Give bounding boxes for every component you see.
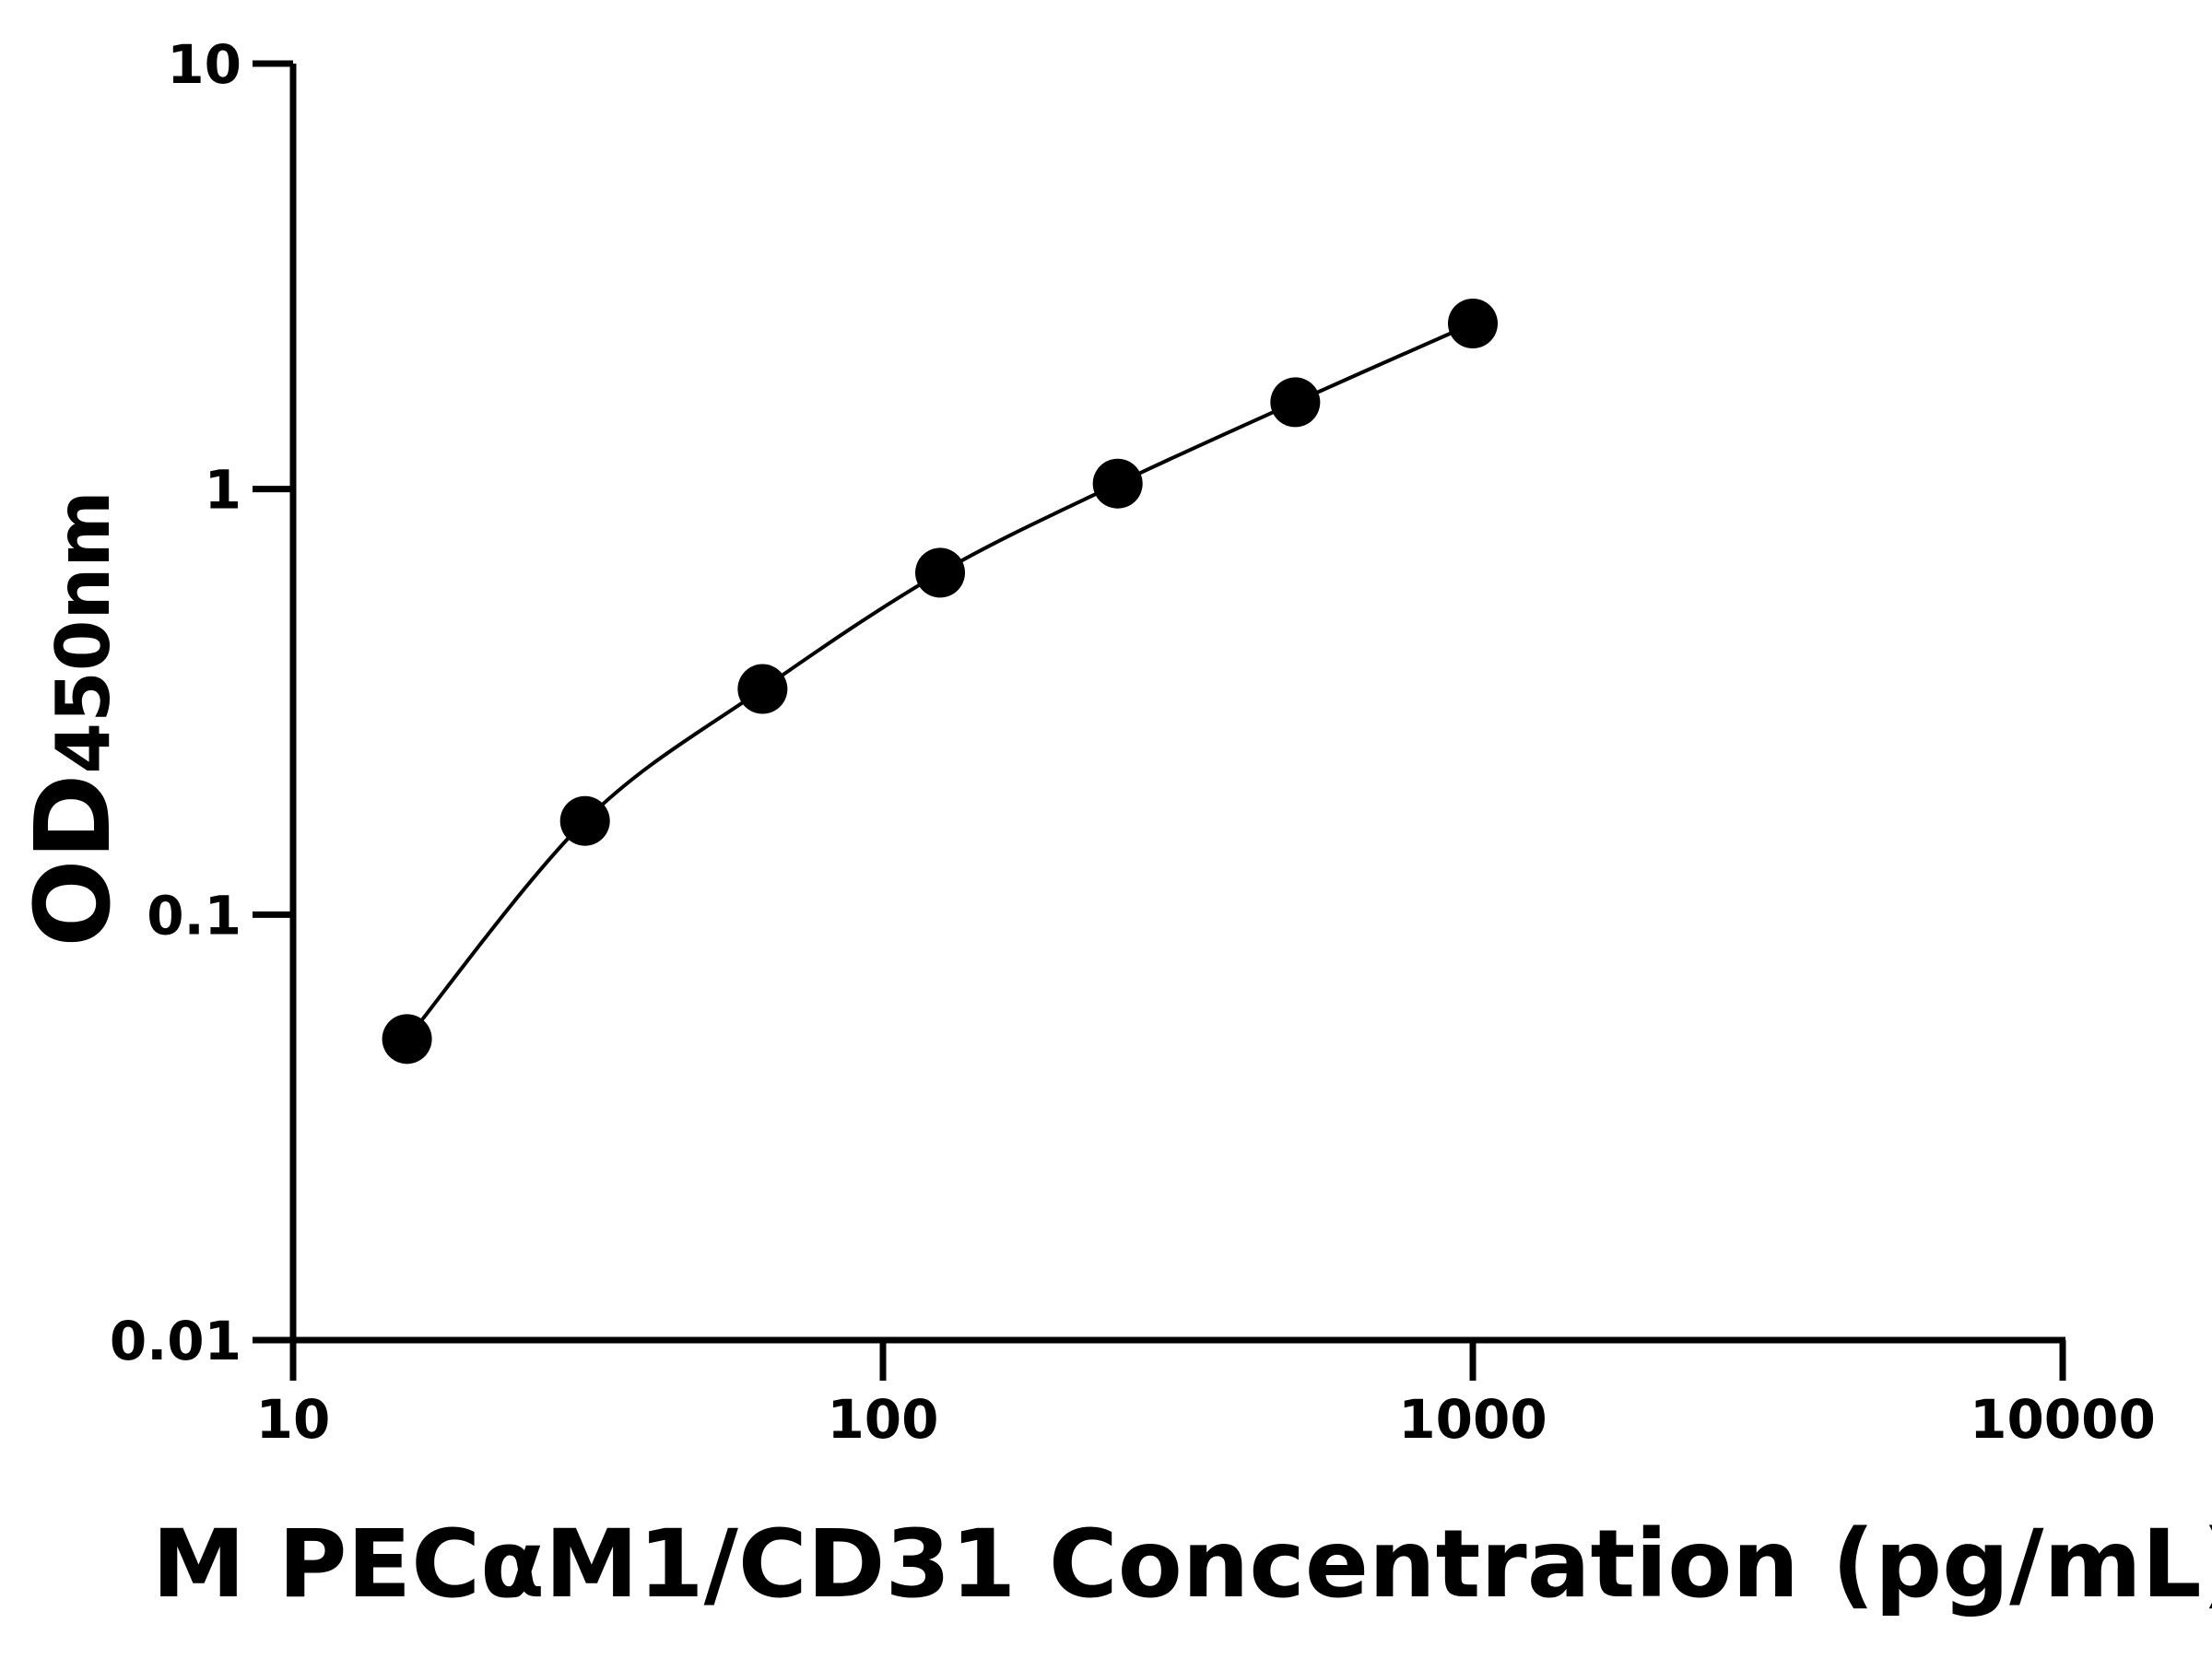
x-axis-title: M PECαM1/CD31 Concentration (pg/mL) bbox=[152, 1510, 2212, 1619]
y-axis-title-subscript: 450nm bbox=[41, 490, 126, 773]
y-tick-label: 0.01 bbox=[110, 1310, 241, 1372]
data-point bbox=[1092, 458, 1143, 509]
data-point bbox=[915, 547, 966, 598]
y-axis-title: OD450nm bbox=[14, 490, 134, 947]
y-tick-label: 10 bbox=[167, 33, 241, 96]
axes bbox=[253, 60, 2066, 1381]
x-tick-label: 10000 bbox=[1970, 1388, 2156, 1451]
x-tick-label: 1000 bbox=[1398, 1388, 1547, 1451]
data-point bbox=[1270, 377, 1321, 428]
y-tick-labels: 0.01 0.1 1 10 bbox=[110, 33, 241, 1372]
y-axis-title-main: OD bbox=[14, 774, 134, 947]
fit-curve bbox=[406, 322, 1474, 1041]
data-point bbox=[559, 795, 610, 846]
x-tick-labels: 10 100 1000 10000 bbox=[256, 1388, 2156, 1451]
data-point bbox=[1448, 299, 1498, 349]
data-points bbox=[382, 299, 1498, 1065]
x-tick-label: 100 bbox=[827, 1388, 938, 1451]
data-point bbox=[382, 1014, 432, 1065]
y-tick-label: 0.1 bbox=[147, 884, 241, 947]
y-tick-label: 1 bbox=[205, 459, 241, 522]
x-tick-label: 10 bbox=[256, 1388, 331, 1451]
data-point bbox=[737, 664, 788, 714]
